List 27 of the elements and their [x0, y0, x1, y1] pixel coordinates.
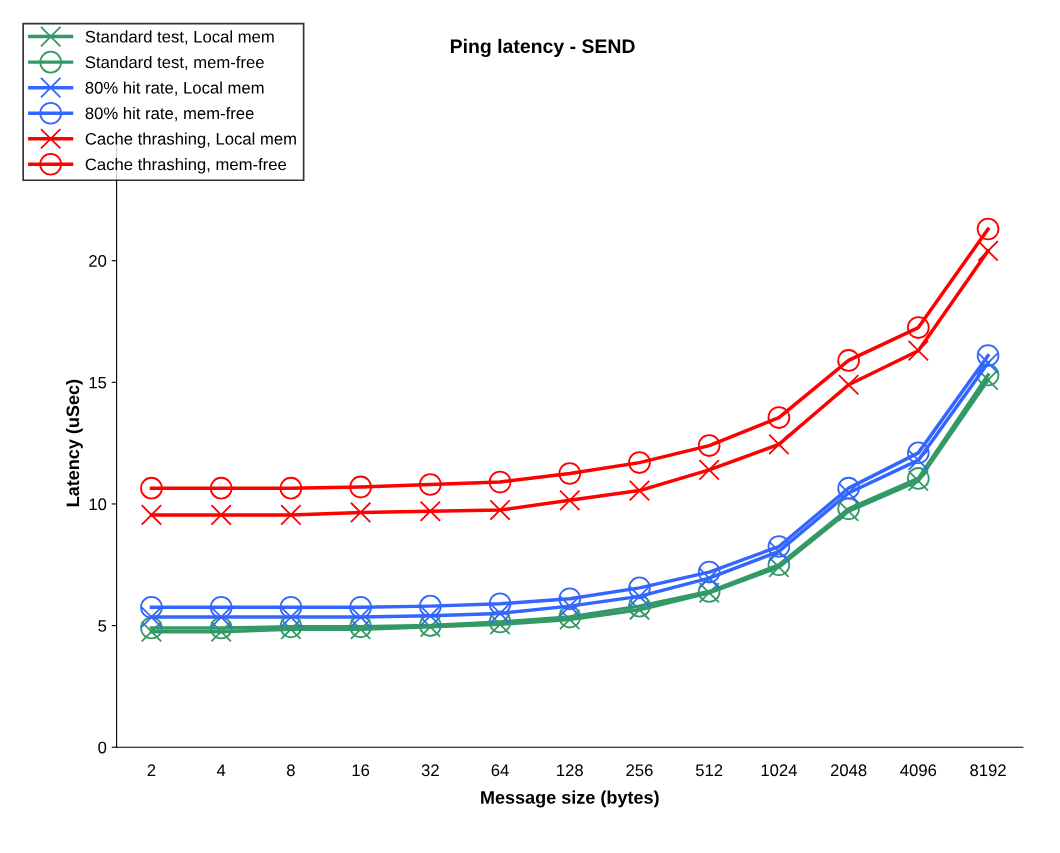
x-tick-label: 8 — [286, 764, 295, 777]
y-tick-label: 0 — [98, 741, 107, 754]
x-tick-label: 128 — [557, 764, 583, 777]
legend-label: Standard test, mem-free — [85, 55, 264, 71]
legend-label: Cache thrashing, mem-free — [85, 158, 287, 174]
y-tick-label: 20 — [89, 255, 107, 267]
x-tick-label: 8192 — [970, 764, 1006, 777]
x-tick-label: 1024 — [761, 764, 797, 777]
x-tick-label: 4096 — [900, 764, 937, 777]
x-tick-label: 64 — [491, 764, 509, 777]
x-tick-label: 2048 — [830, 764, 867, 777]
x-tick-label: 256 — [626, 764, 653, 777]
legend-label: 80% hit rate, Local mem — [85, 81, 264, 96]
x-tick-label: 32 — [421, 764, 439, 777]
y-tick-label: 5 — [98, 620, 107, 632]
x-tick-label: 2 — [147, 764, 156, 776]
x-tick-label: 4 — [216, 764, 226, 776]
legend-label: Standard test, Local mem — [85, 30, 274, 45]
x-tick-label: 16 — [352, 764, 370, 777]
chart-title: Ping latency - SEND — [450, 38, 635, 58]
y-tick-label: 15 — [89, 376, 107, 389]
legend-label: 80% hit rate, mem-free — [85, 106, 254, 122]
y-tick-label: 10 — [89, 498, 107, 511]
y-axis-title: Latency (uSec) — [65, 379, 83, 507]
legend-label: Cache thrashing, Local mem — [85, 132, 296, 149]
x-axis-title: Message size (bytes) — [481, 790, 659, 808]
x-tick-label: 512 — [695, 764, 723, 777]
